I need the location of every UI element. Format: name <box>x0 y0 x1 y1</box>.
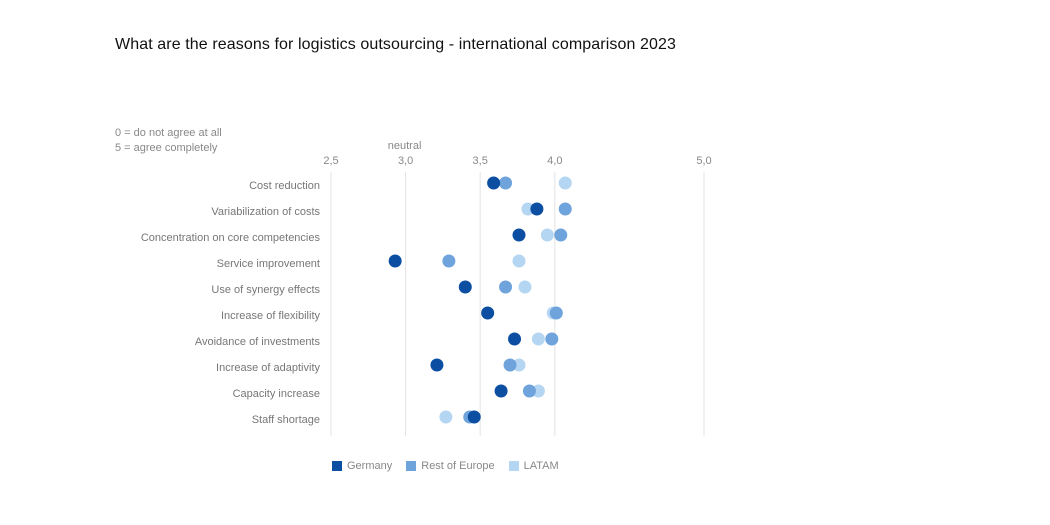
dot-rest-of-europe-4 <box>499 280 513 294</box>
dot-latam-9 <box>439 410 453 424</box>
category-label-0: Cost reduction <box>249 180 320 192</box>
dot-rest-of-europe-1 <box>558 202 572 216</box>
category-label-7: Increase of adaptivity <box>216 362 320 374</box>
dot-rest-of-europe-8 <box>522 384 536 398</box>
dot-rest-of-europe-6 <box>545 332 559 346</box>
neutral-label: neutral <box>388 140 422 152</box>
dot-germany-5 <box>481 306 495 320</box>
legend-label-latam: LATAM <box>523 460 559 472</box>
category-label-4: Use of synergy effects <box>211 284 320 296</box>
category-label-1: Variabilization of costs <box>211 206 320 218</box>
dot-germany-3 <box>388 254 402 268</box>
dot-rest-of-europe-0 <box>499 176 513 190</box>
dot-germany-0 <box>487 176 501 190</box>
scale-note: 0 = do not agree at all 5 = agree comple… <box>115 126 222 156</box>
legend-swatch-latam <box>508 461 519 471</box>
dot-rest-of-europe-3 <box>442 254 456 268</box>
dot-germany-9 <box>467 410 481 424</box>
legend: Germany Rest of Europe LATAM <box>332 460 563 472</box>
x-tick-label-3: 4,0 <box>547 155 562 167</box>
dot-germany-4 <box>458 280 472 294</box>
dot-latam-2 <box>540 228 554 242</box>
x-tick-label-1: 3,0 <box>398 155 413 167</box>
legend-item-rest-of-europe: Rest of Europe <box>406 460 495 472</box>
category-label-2: Concentration on core competencies <box>141 232 321 244</box>
dot-germany-8 <box>494 384 508 398</box>
dot-latam-4 <box>518 280 532 294</box>
category-label-3: Service improvement <box>217 258 320 270</box>
dot-rest-of-europe-7 <box>503 358 517 372</box>
scale-note-min: 0 = do not agree at all <box>115 127 222 139</box>
dot-latam-6 <box>531 332 545 346</box>
dot-latam-1 <box>521 202 535 216</box>
dot-latam-7 <box>512 358 526 372</box>
dot-latam-8 <box>531 384 545 398</box>
dot-germany-1 <box>530 202 544 216</box>
legend-item-germany: Germany <box>332 460 392 472</box>
legend-label-rest-of-europe: Rest of Europe <box>421 460 495 472</box>
category-label-5: Increase of flexibility <box>221 310 321 322</box>
dot-rest-of-europe-5 <box>549 306 563 320</box>
legend-item-latam: LATAM <box>508 460 559 472</box>
dot-latam-3 <box>512 254 526 268</box>
x-tick-label-4: 5,0 <box>696 155 711 167</box>
x-tick-label-0: 2,5 <box>323 155 338 167</box>
chart-title: What are the reasons for logistics outso… <box>115 36 676 53</box>
dot-latam-0 <box>558 176 572 190</box>
dot-germany-2 <box>512 228 526 242</box>
dot-rest-of-europe-2 <box>554 228 568 242</box>
category-label-9: Staff shortage <box>252 414 320 426</box>
x-tick-label-2: 3,5 <box>473 155 488 167</box>
legend-swatch-germany <box>332 461 342 471</box>
dot-germany-7 <box>430 358 444 372</box>
legend-label-germany: Germany <box>347 460 393 472</box>
category-label-6: Avoidance of investments <box>195 336 321 348</box>
dot-germany-6 <box>508 332 522 346</box>
category-label-8: Capacity increase <box>233 388 320 400</box>
scale-note-max: 5 = agree completely <box>115 142 218 154</box>
legend-swatch-rest-of-europe <box>406 461 417 471</box>
